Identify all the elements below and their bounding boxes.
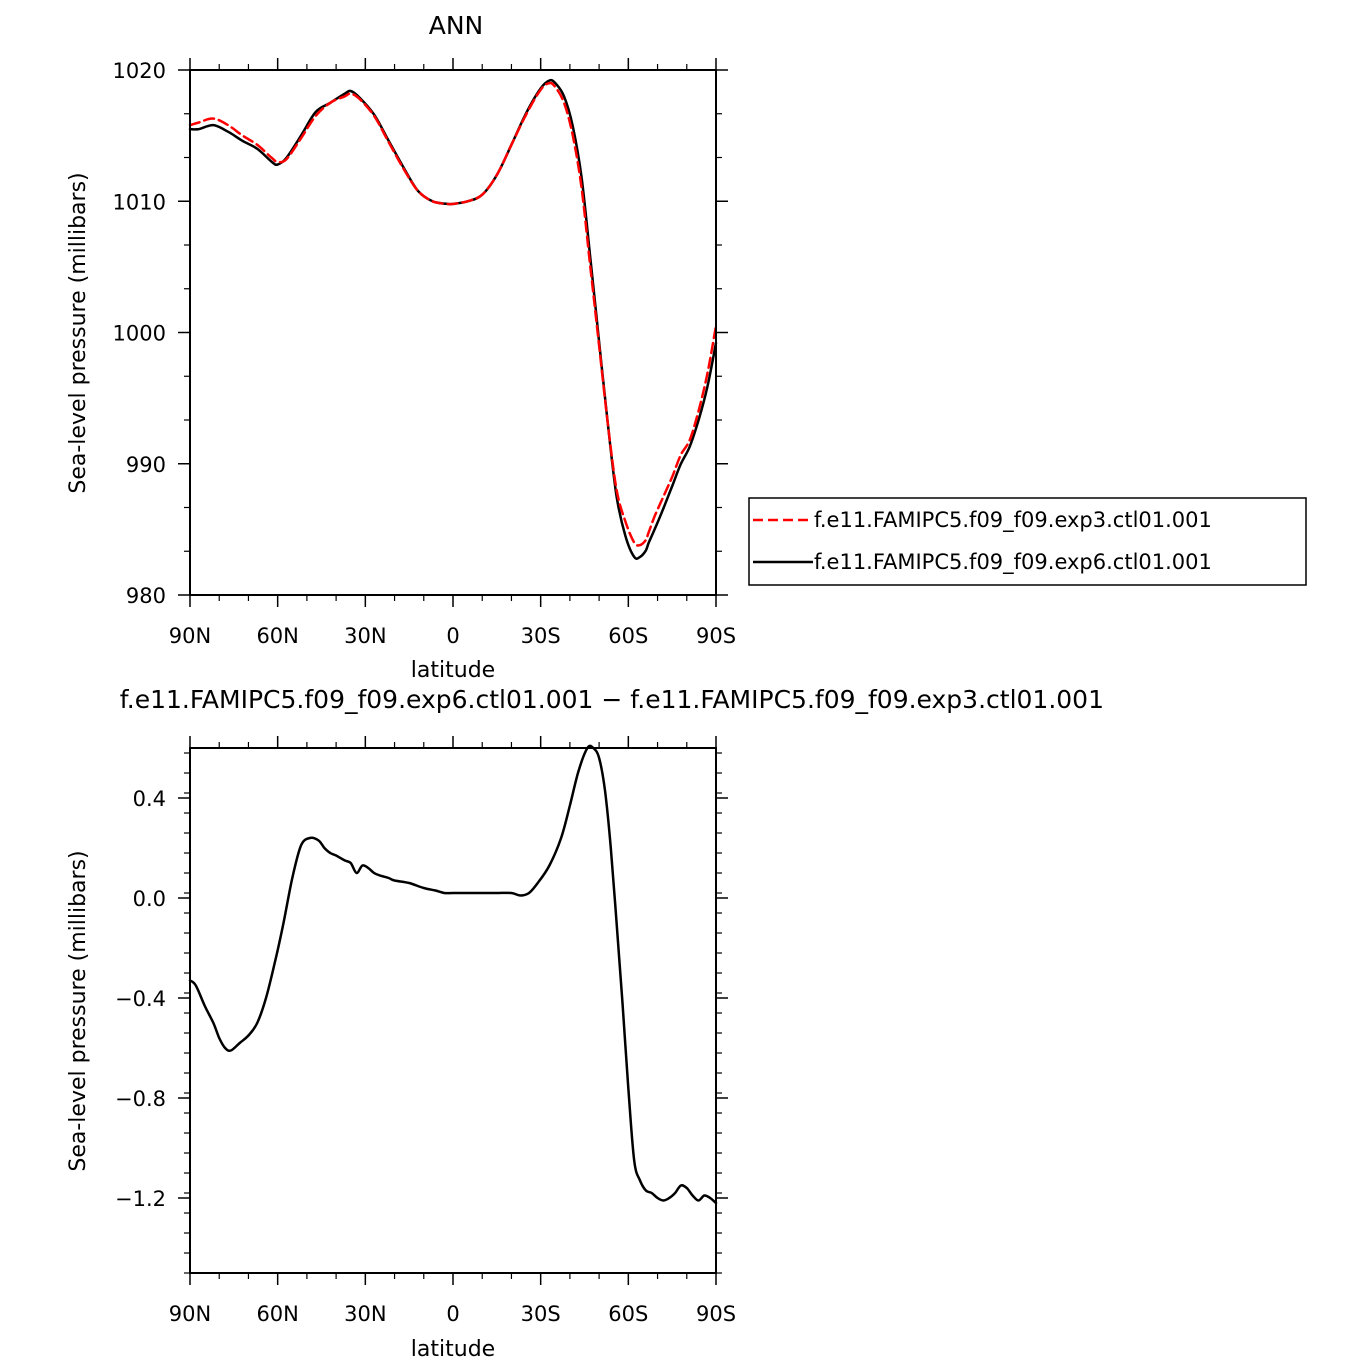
y-tick-label: −1.2 <box>115 1187 166 1211</box>
y-tick-label: 990 <box>126 453 166 477</box>
y-tick-label: 1020 <box>113 59 166 83</box>
y-tick-label: −0.4 <box>115 987 166 1011</box>
chart-top-series <box>188 78 718 560</box>
series-line-0-0 <box>188 81 718 547</box>
x-tick-label: 60N <box>256 624 298 648</box>
y-tick-label: 0.0 <box>133 887 166 911</box>
x-tick-label: 60N <box>256 1302 298 1326</box>
chart-top-x-axis-title: latitude <box>411 658 495 683</box>
chart-bottom-y-axis-title: Sea-level pressure (millibars) <box>66 850 91 1171</box>
series-line-1-0 <box>188 744 718 1205</box>
x-tick-label: 0 <box>446 624 459 648</box>
legend-label-exp6: f.e11.FAMIPC5.f09_f09.exp6.ctl01.001 <box>814 550 1212 575</box>
chart-bottom: f.e11.FAMIPC5.f09_f09.exp6.ctl01.001 − f… <box>66 685 1104 1362</box>
x-tick-label: 30S <box>521 1302 561 1326</box>
chart-bottom-plot-frame <box>189 747 717 1274</box>
x-tick-label: 30S <box>521 624 561 648</box>
chart-bottom-title: f.e11.FAMIPC5.f09_f09.exp6.ctl01.001 − f… <box>120 685 1104 714</box>
x-tick-label: 90S <box>696 624 736 648</box>
x-tick-label: 60S <box>608 1302 648 1326</box>
chart-top-tick-labels: 90N 60N 30N 0 30S 60S 90S 980 990 1000 1010 1020 <box>113 59 736 648</box>
y-tick-label: −0.8 <box>115 1087 166 1111</box>
legend: f.e11.FAMIPC5.f09_f09.exp3.ctl01.001 f.e… <box>748 497 1307 586</box>
y-tick-label: 1010 <box>113 190 166 214</box>
x-tick-label: 30N <box>344 624 386 648</box>
legend-label-exp3: f.e11.FAMIPC5.f09_f09.exp3.ctl01.001 <box>814 508 1212 533</box>
chart-top: ANN Sea-level pressure (millibars) latit… <box>66 11 736 683</box>
y-tick-label: 980 <box>126 584 166 608</box>
x-tick-label: 30N <box>344 1302 386 1326</box>
chart-top-y-axis-title: Sea-level pressure (millibars) <box>66 172 91 493</box>
x-tick-label: 90N <box>169 624 211 648</box>
y-tick-label: 0.4 <box>133 787 166 811</box>
chart-top-ticks <box>178 58 728 607</box>
x-tick-label: 60S <box>608 624 648 648</box>
chart-bottom-tick-labels: 90N 60N 30N 0 30S 60S 90S −1.2 −0.8 −0.4 0.0 0.4 <box>115 787 736 1326</box>
legend-box <box>748 497 1307 586</box>
x-tick-label: 0 <box>446 1302 459 1326</box>
chart-top-title: ANN <box>429 11 484 40</box>
chart-bottom-x-axis-title: latitude <box>411 1337 495 1362</box>
x-tick-label: 90N <box>169 1302 211 1326</box>
series-line-0-1 <box>188 78 718 560</box>
x-tick-label: 90S <box>696 1302 736 1326</box>
y-tick-label: 1000 <box>113 322 166 346</box>
chart-top-plot-frame <box>189 69 717 596</box>
chart-bottom-ticks <box>178 736 728 1285</box>
chart-bottom-series <box>188 744 718 1205</box>
